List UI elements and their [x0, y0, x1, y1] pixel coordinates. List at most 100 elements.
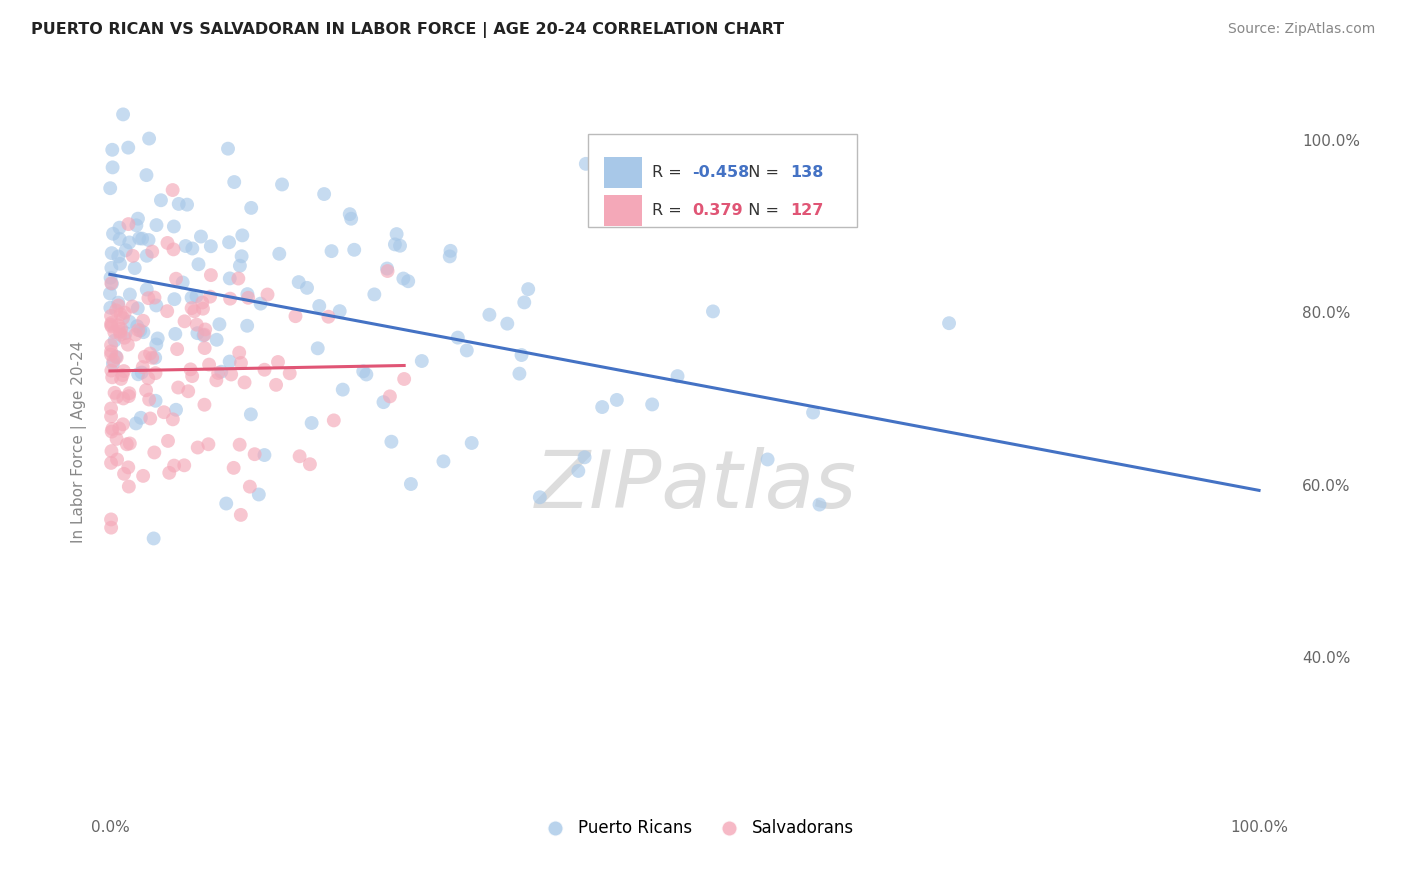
Point	[111, 311, 134, 326]
Point	[103, 325, 125, 339]
Point	[200, 268, 222, 282]
Point	[222, 461, 245, 475]
Point	[278, 367, 301, 381]
Point	[205, 333, 228, 347]
Point	[100, 521, 122, 535]
Point	[228, 345, 250, 359]
Point	[138, 233, 160, 247]
Point	[111, 368, 134, 382]
Point	[191, 295, 214, 310]
Point	[110, 307, 132, 321]
Point	[167, 380, 190, 394]
Point	[118, 386, 141, 401]
Point	[107, 318, 129, 333]
Text: 127: 127	[790, 202, 824, 218]
Point	[231, 249, 253, 263]
Point	[121, 300, 143, 314]
Point	[339, 207, 361, 221]
Point	[224, 175, 246, 189]
Point	[249, 296, 271, 310]
Point	[118, 315, 141, 329]
Point	[128, 231, 150, 245]
Point	[439, 249, 461, 263]
Point	[138, 131, 160, 145]
Point	[135, 283, 157, 297]
Point	[218, 235, 240, 250]
Point	[193, 328, 215, 343]
Point	[100, 344, 122, 359]
Point	[267, 355, 290, 369]
Point	[375, 261, 398, 276]
Point	[145, 366, 167, 380]
Point	[132, 360, 155, 375]
Point	[141, 244, 163, 259]
Point	[129, 410, 152, 425]
Point	[181, 369, 204, 384]
Point	[107, 295, 129, 310]
Point	[352, 364, 374, 378]
Point	[808, 498, 831, 512]
Point	[127, 319, 149, 334]
Point	[105, 452, 128, 467]
Point	[389, 238, 412, 252]
Point	[132, 325, 155, 339]
Point	[138, 392, 160, 407]
Point	[238, 291, 260, 305]
Point	[100, 363, 122, 377]
Point	[117, 217, 139, 231]
Point	[529, 490, 551, 504]
Point	[100, 277, 122, 291]
Point	[167, 197, 190, 211]
Point	[121, 249, 143, 263]
Point	[247, 487, 270, 501]
Point	[105, 303, 128, 318]
Point	[271, 178, 294, 192]
Point	[146, 331, 169, 345]
Point	[118, 287, 141, 301]
Point	[100, 512, 122, 526]
Point	[110, 372, 132, 386]
Point	[108, 257, 131, 271]
Point	[308, 299, 330, 313]
Point	[321, 244, 343, 259]
Point	[108, 232, 131, 246]
Point	[104, 334, 127, 348]
Point	[100, 319, 122, 334]
Point	[105, 390, 128, 404]
Point	[163, 292, 186, 306]
Point	[513, 295, 536, 310]
Point	[98, 181, 121, 195]
Point	[207, 366, 229, 380]
Point	[510, 348, 533, 362]
Point	[756, 452, 779, 467]
Point	[218, 271, 240, 285]
Point	[517, 282, 540, 296]
Point	[114, 326, 136, 340]
Point	[127, 211, 149, 226]
Point	[801, 405, 824, 419]
Point	[575, 157, 598, 171]
Point	[340, 211, 363, 226]
Point	[288, 450, 311, 464]
Point	[229, 259, 252, 273]
Point	[666, 369, 689, 384]
FancyBboxPatch shape	[605, 194, 643, 226]
Point	[101, 227, 124, 241]
Point	[191, 301, 214, 316]
Point	[114, 331, 136, 345]
Point	[447, 330, 470, 344]
Point	[112, 467, 135, 481]
Point	[107, 298, 129, 312]
Text: R =: R =	[652, 202, 692, 218]
Point	[118, 479, 141, 493]
Point	[208, 318, 231, 332]
Point	[101, 143, 124, 157]
Point	[162, 243, 184, 257]
Point	[236, 318, 259, 333]
Point	[284, 309, 307, 323]
Point	[162, 412, 184, 426]
Point	[187, 257, 209, 271]
Legend: Puerto Ricans, Salvadorans: Puerto Ricans, Salvadorans	[531, 813, 860, 844]
Point	[236, 287, 259, 301]
Text: PUERTO RICAN VS SALVADORAN IN LABOR FORCE | AGE 20-24 CORRELATION CHART: PUERTO RICAN VS SALVADORAN IN LABOR FORC…	[31, 22, 785, 38]
